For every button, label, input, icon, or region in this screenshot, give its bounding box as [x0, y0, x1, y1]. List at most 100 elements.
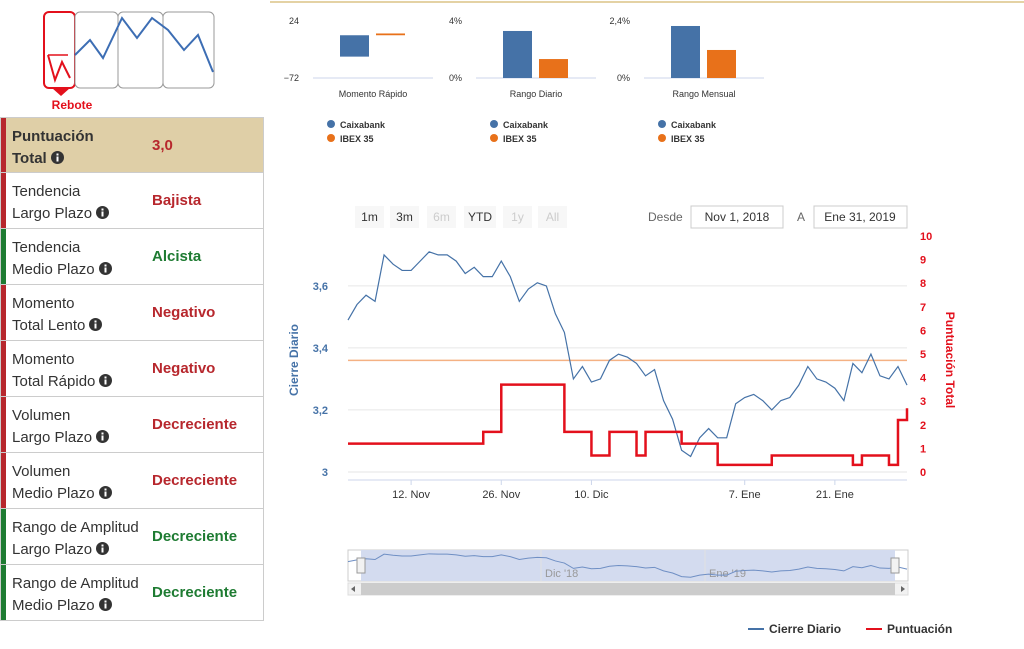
scroll-arrow[interactable]	[351, 586, 355, 592]
navigator-label: Ene '19	[709, 568, 746, 580]
y-tick-label: 3,6	[313, 281, 328, 293]
chart-title: Momento Rápido	[339, 89, 408, 99]
row-label: Puntuación Total	[12, 126, 94, 170]
info-icon[interactable]	[96, 542, 110, 555]
logo-line	[47, 54, 71, 84]
y-tick-label: 4%	[449, 16, 462, 26]
x-tick-label: 21. Ene	[816, 489, 854, 501]
y2-axis-title: Puntuación Total	[943, 312, 957, 408]
logo-line	[74, 16, 214, 73]
from-label: Desde	[648, 210, 683, 224]
status-bar	[1, 341, 6, 396]
navigator-handle[interactable]	[890, 557, 900, 574]
row-value: Decreciente	[152, 416, 238, 433]
info-icon[interactable]	[96, 430, 110, 443]
logo-box	[162, 11, 215, 89]
info-icon[interactable]	[99, 374, 113, 387]
row-label-line: Volumen	[12, 407, 71, 424]
score-row: Rango de Amplitud Largo Plazo Decreciente	[0, 509, 264, 565]
row-label-line: Largo Plazo	[12, 205, 93, 222]
x-tick-label: 7. Ene	[729, 489, 761, 501]
info-icon[interactable]	[98, 486, 112, 499]
status-bar	[1, 397, 6, 452]
row-value: Decreciente	[152, 584, 238, 601]
y2-tick-label: 4	[920, 373, 927, 385]
row-value: Decreciente	[152, 472, 238, 489]
row-label: Tendencia Medio Plazo	[12, 237, 112, 281]
status-bar	[1, 565, 6, 620]
to-input[interactable]	[813, 205, 908, 229]
info-icon[interactable]	[89, 318, 103, 331]
bar	[376, 33, 405, 36]
legend-marker	[490, 134, 498, 142]
y-tick-label: 2,4%	[609, 16, 630, 26]
row-label-line: Momento	[12, 351, 75, 368]
range-button[interactable]	[464, 206, 496, 228]
status-bar	[1, 229, 6, 284]
from-value: Nov 1, 2018	[705, 210, 770, 224]
row-label-line: Tendencia	[12, 239, 81, 256]
y2-tick-label: 3	[920, 396, 926, 408]
row-label-line: Largo Plazo	[12, 429, 93, 446]
y2-tick-label: 9	[920, 255, 926, 267]
range-button-label: 3m	[396, 210, 413, 224]
row-label-line: Largo Plazo	[12, 541, 93, 558]
range-button-label: All	[546, 210, 559, 224]
score-row: Momento Total Lento Negativo	[0, 285, 264, 341]
row-label: Momento Total Rápido	[12, 349, 113, 393]
score-row: Tendencia Medio Plazo Alcista	[0, 229, 264, 285]
bar	[340, 35, 369, 57]
row-label-line: Medio Plazo	[12, 261, 95, 278]
score-row: Volumen Medio Plazo Decreciente	[0, 453, 264, 509]
score-table: Puntuación Total 3,0 Tendencia Largo Plazo Ba…	[0, 117, 264, 621]
legend-label: Cierre Diario	[769, 622, 841, 636]
range-button-label: 1y	[511, 210, 524, 224]
score-row: Volumen Largo Plazo Decreciente	[0, 397, 264, 453]
score-row: Puntuación Total 3,0	[0, 117, 264, 173]
y-tick-label: 24	[289, 16, 299, 26]
navigator-handle[interactable]	[356, 557, 366, 574]
scroll-arrow[interactable]	[901, 586, 905, 592]
info-icon[interactable]	[98, 262, 112, 275]
row-label-line: Total Rápido	[12, 373, 96, 390]
row-value: Decreciente	[152, 528, 238, 545]
row-value: Alcista	[152, 248, 202, 265]
y2-tick-label: 6	[920, 325, 926, 337]
range-button-label: 6m	[433, 210, 450, 224]
row-label-line: Medio Plazo	[12, 485, 95, 502]
range-button[interactable]	[355, 206, 384, 228]
x-tick-label: 12. Nov	[392, 489, 430, 501]
y-tick-label: −72	[284, 73, 299, 83]
row-label-line: Momento	[12, 295, 75, 312]
row-label: Volumen Largo Plazo	[12, 405, 110, 449]
row-label: Rango de Amplitud Medio Plazo	[12, 573, 139, 617]
scrollbar-thumb[interactable]	[361, 583, 895, 595]
info-icon[interactable]	[96, 206, 110, 219]
range-button-label: YTD	[468, 210, 492, 224]
legend-label: Caixabank	[503, 120, 549, 130]
to-value: Ene 31, 2019	[824, 210, 896, 224]
y2-tick-label: 10	[920, 231, 932, 243]
row-label: Tendencia Largo Plazo	[12, 181, 110, 225]
status-bar	[1, 173, 6, 228]
row-value: Negativo	[152, 304, 216, 321]
y2-tick-label: 1	[920, 443, 926, 455]
y2-tick-label: 8	[920, 278, 926, 290]
from-input[interactable]	[690, 205, 784, 229]
logo: Rebote	[43, 11, 215, 112]
chart-title: Rango Diario	[510, 89, 563, 99]
status-bar	[1, 453, 6, 508]
range-button	[503, 206, 532, 228]
info-icon[interactable]	[98, 598, 112, 611]
x-tick-label: 26. Nov	[482, 489, 520, 501]
bar	[539, 59, 568, 78]
legend-marker	[658, 120, 666, 128]
range-button[interactable]	[390, 206, 419, 228]
status-bar	[1, 285, 6, 340]
legend-label: Caixabank	[671, 120, 717, 130]
y-tick-label: 3,2	[313, 405, 328, 417]
y2-tick-label: 0	[920, 467, 926, 479]
info-icon[interactable]	[50, 151, 64, 164]
